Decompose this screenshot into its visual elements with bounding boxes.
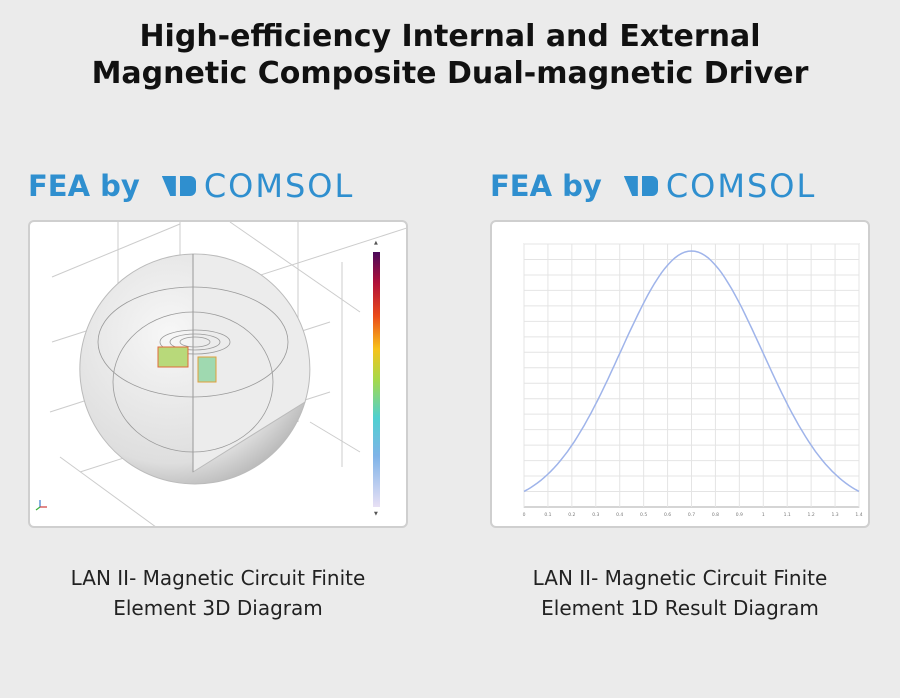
- caption-line-1: LAN II- Magnetic Circuit Finite: [70, 566, 366, 590]
- result-curve: [523, 250, 860, 493]
- 3d-sphere-render: ▲▼: [35, 222, 406, 526]
- x-tick-label: 0.4: [616, 512, 623, 518]
- comsol-logo-right: FEA by COMSOL: [490, 167, 817, 205]
- fea-by-label: FEA by: [490, 169, 602, 203]
- page-title: High-efficiency Internal and External Ma…: [0, 18, 900, 92]
- x-tick-label: 1.4: [855, 512, 862, 518]
- x-tick-label: 1.2: [808, 512, 815, 518]
- x-tick-label: 0: [523, 512, 526, 518]
- plot-grid: [523, 243, 860, 507]
- title-line-2: Magnetic Composite Dual-magnetic Driver: [91, 56, 809, 91]
- comsol-mark-icon: [623, 176, 658, 196]
- axis-triad-icon: [35, 500, 47, 511]
- x-tick-labels: 0 0.1 0.2 0.3 0.4 0.5 0.6 0.7 0.8 0.9 1 1.1 1.2 1.3 1.…: [523, 512, 863, 518]
- color-legend-bar: [373, 252, 380, 507]
- caption-line-1: LAN II- Magnetic Circuit Finite: [532, 566, 828, 590]
- x-tick-label: 0.6: [664, 512, 671, 518]
- x-tick-label: 0.9: [736, 512, 743, 518]
- caption-line-2: Element 1D Result Diagram: [541, 596, 819, 620]
- x-tick-label: 1.1: [784, 512, 791, 518]
- x-tick-label: 0.7: [688, 512, 695, 518]
- x-tick-label: 0.1: [544, 512, 551, 518]
- x-tick-label: 0.2: [568, 512, 575, 518]
- comsol-wordmark: COMSOL: [203, 167, 355, 205]
- 1d-result-panel: 0 0.1 0.2 0.3 0.4 0.5 0.6 0.7 0.8 0.9 1 1.1 1.2 1.3 1.…: [490, 220, 870, 528]
- x-tick-label: 1.3: [831, 512, 838, 518]
- x-tick-label: 1: [762, 512, 765, 518]
- title-line-1: High-efficiency Internal and External: [139, 19, 761, 54]
- left-caption: LAN II- Magnetic Circuit Finite Element …: [8, 563, 428, 623]
- svg-text:▼: ▼: [374, 511, 378, 517]
- caption-line-2: Element 3D Diagram: [113, 596, 323, 620]
- svg-text:▲: ▲: [374, 240, 378, 246]
- 1d-result-plot: 0 0.1 0.2 0.3 0.4 0.5 0.6 0.7 0.8 0.9 1 1.1 1.2 1.3 1.…: [523, 243, 863, 518]
- fea-by-label: FEA by: [28, 169, 140, 203]
- right-caption: LAN II- Magnetic Circuit Finite Element …: [470, 563, 890, 623]
- comsol-logo-left: FEA by COMSOL: [28, 167, 355, 205]
- comsol-mark-icon: [161, 176, 196, 196]
- x-tick-label: 0.8: [712, 512, 719, 518]
- x-tick-label: 0.3: [592, 512, 599, 518]
- comsol-wordmark: COMSOL: [665, 167, 817, 205]
- 3d-diagram-panel: ▲ ▼: [28, 220, 408, 528]
- x-tick-label: 0.5: [640, 512, 647, 518]
